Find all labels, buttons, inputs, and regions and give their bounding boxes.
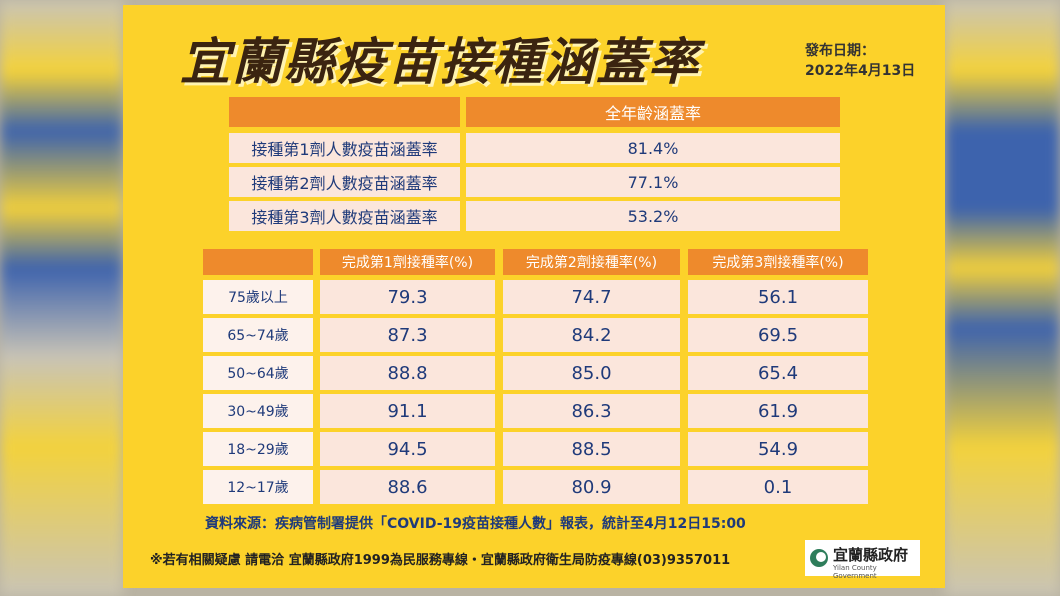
value-cell: 65.4 <box>688 356 868 390</box>
value-cell: 0.1 <box>688 470 868 504</box>
value-cell: 74.7 <box>503 280 680 314</box>
value-cell: 87.3 <box>320 318 495 352</box>
value-cell: 56.1 <box>688 280 868 314</box>
value-cell: 86.3 <box>503 394 680 428</box>
row-value: 81.4% <box>466 133 840 163</box>
logo-english: Yilan County Government <box>833 564 877 580</box>
value-cell: 54.9 <box>688 432 868 466</box>
header-cell: 完成第2劑接種率(%) <box>503 249 680 275</box>
logo: 宜蘭縣政府 Yilan County Government <box>805 540 920 580</box>
value-cell: 88.8 <box>320 356 495 390</box>
background-blur <box>0 0 123 596</box>
value-cell: 69.5 <box>688 318 868 352</box>
age-label: 50~64歲 <box>203 356 313 390</box>
value-cell: 85.0 <box>503 356 680 390</box>
age-label: 75歲以上 <box>203 280 313 314</box>
date-label: 發布日期： <box>805 43 875 59</box>
value-cell: 84.2 <box>503 318 680 352</box>
age-label: 18~29歲 <box>203 432 313 466</box>
row-label: 接種第1劑人數疫苗涵蓋率 <box>229 133 460 163</box>
title: 宜蘭縣疫苗接種涵蓋率 <box>180 33 700 91</box>
row-label: 接種第3劑人數疫苗涵蓋率 <box>229 201 460 231</box>
logo-icon <box>810 549 828 567</box>
row-label: 接種第2劑人數疫苗涵蓋率 <box>229 167 460 197</box>
age-label: 65~74歲 <box>203 318 313 352</box>
age-label: 30~49歲 <box>203 394 313 428</box>
header-cell <box>229 97 460 127</box>
value-cell: 80.9 <box>503 470 680 504</box>
value-cell: 88.5 <box>503 432 680 466</box>
header-cell <box>203 249 313 275</box>
logo-name: 宜蘭縣政府 <box>833 546 909 564</box>
age-label: 12~17歲 <box>203 470 313 504</box>
row-value: 77.1% <box>466 167 840 197</box>
value-cell: 61.9 <box>688 394 868 428</box>
value-cell: 88.6 <box>320 470 495 504</box>
header-cell: 全年齡涵蓋率 <box>466 97 840 127</box>
value-cell: 91.1 <box>320 394 495 428</box>
header-cell: 完成第1劑接種率(%) <box>320 249 495 275</box>
footer-note: ※若有相關疑慮 請電洽 宜蘭縣政府1999為民服務專線・宜蘭縣政府衛生局防疫專線… <box>150 553 731 568</box>
value-cell: 94.5 <box>320 432 495 466</box>
header-cell: 完成第3劑接種率(%) <box>688 249 868 275</box>
source: 資料來源：疾病管制署提供「COVID-19疫苗接種人數」報表，統計至4月12日1… <box>205 516 746 532</box>
row-value: 53.2% <box>466 201 840 231</box>
date: 2022年4月13日 <box>805 63 916 79</box>
value-cell: 79.3 <box>320 280 495 314</box>
background-blur <box>945 0 1060 596</box>
